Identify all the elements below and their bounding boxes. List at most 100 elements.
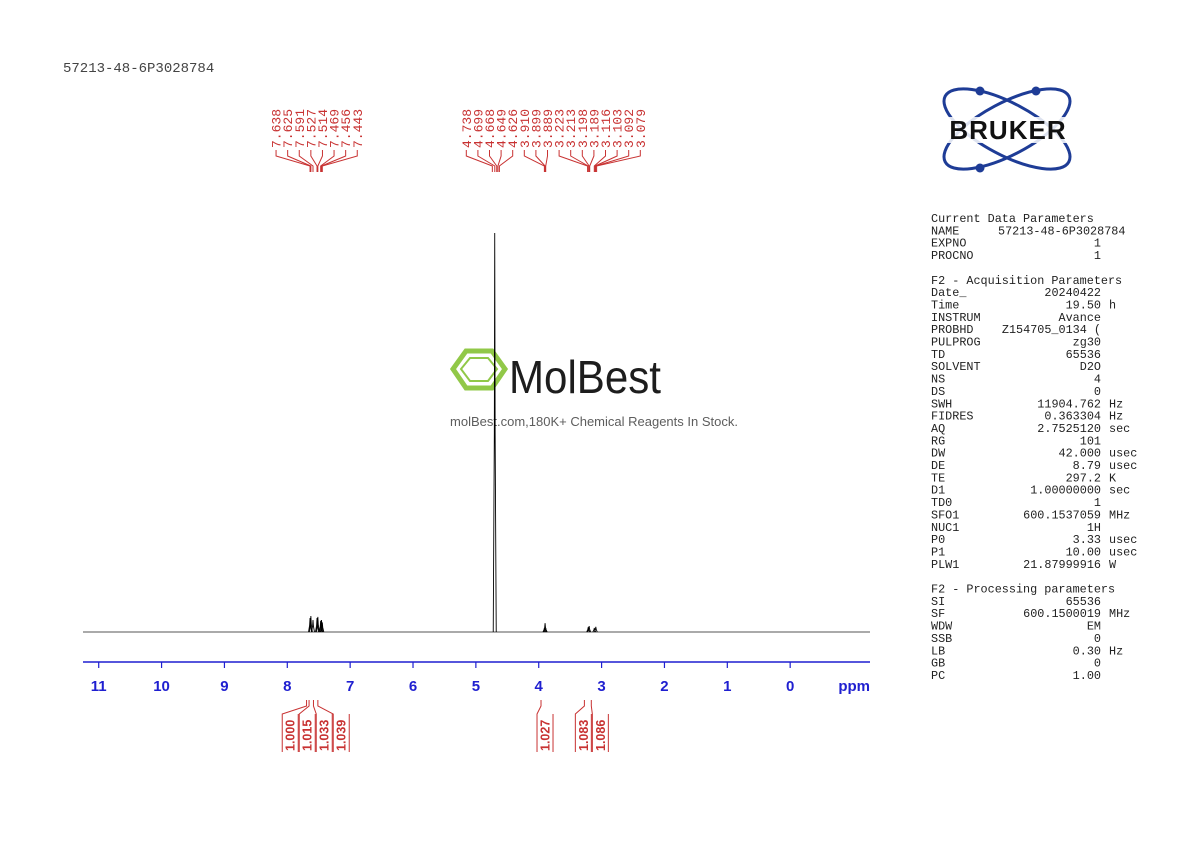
peak-connector bbox=[477, 150, 496, 172]
peak-connector bbox=[535, 150, 546, 172]
peak-label: 3.116 bbox=[599, 109, 614, 148]
watermark-hexagon bbox=[449, 348, 509, 391]
parameter-value: 21.87999916 bbox=[1023, 558, 1101, 572]
parameter-unit: W bbox=[1109, 558, 1117, 572]
integral-connector bbox=[298, 700, 310, 752]
x-tick-label: 2 bbox=[660, 678, 668, 695]
peak-label: 7.591 bbox=[293, 109, 308, 148]
peak-label: 3.889 bbox=[541, 109, 556, 148]
x-tick-label: 5 bbox=[472, 678, 480, 695]
parameter-name: SOLVENT bbox=[931, 360, 981, 374]
parameter-name: PC bbox=[931, 669, 945, 683]
parameter-name: Date_ bbox=[931, 286, 967, 300]
x-tick-label: 10 bbox=[153, 678, 170, 695]
logo-text: BRUKER bbox=[949, 115, 1066, 145]
x-tick-label: 8 bbox=[283, 678, 291, 695]
peak bbox=[315, 618, 319, 633]
peak-connector bbox=[595, 150, 630, 172]
parameter-name: LB bbox=[931, 644, 945, 658]
parameter-section-title: Current Data Parameters bbox=[931, 212, 1094, 226]
parameter-unit: Hz bbox=[1109, 644, 1123, 658]
x-tick-label: 9 bbox=[220, 678, 228, 695]
integral-connector bbox=[281, 700, 308, 752]
parameter-value: 10.00 bbox=[1066, 545, 1101, 559]
peak-label: 4.699 bbox=[471, 109, 486, 148]
peak-label: 3.213 bbox=[564, 109, 579, 148]
peak-connector bbox=[320, 150, 347, 172]
parameter-value: 600.1537059 bbox=[1023, 508, 1101, 522]
parameter-value: Avance bbox=[1059, 311, 1101, 325]
peak-label: 4.626 bbox=[506, 109, 521, 148]
parameter-value: 20240422 bbox=[1044, 286, 1101, 300]
parameter-name: DE bbox=[931, 459, 945, 473]
parameter-value: 101 bbox=[1080, 434, 1101, 448]
peak-label: 3.223 bbox=[553, 109, 568, 148]
integral-label: 1.083 bbox=[577, 720, 591, 751]
logo-backdrop bbox=[924, 117, 1092, 143]
peak bbox=[587, 625, 592, 633]
logo-orbit bbox=[942, 87, 1072, 171]
parameter-name: TD0 bbox=[931, 496, 952, 510]
peak-label: 3.092 bbox=[622, 109, 637, 148]
parameter-name: NUC1 bbox=[931, 521, 959, 535]
peak-connector bbox=[498, 150, 514, 172]
parameter-unit: Hz bbox=[1109, 397, 1123, 411]
parameter-section-title: F2 - Acquisition Parameters bbox=[931, 274, 1122, 288]
peak-connector bbox=[523, 150, 545, 172]
integral-label: 1.015 bbox=[301, 720, 315, 751]
parameter-value: 42.000 bbox=[1059, 447, 1101, 461]
parameter-value: 8.79 bbox=[1073, 459, 1101, 473]
parameter-name: NS bbox=[931, 373, 945, 387]
parameter-name: P0 bbox=[931, 533, 945, 547]
parameter-value: 1 bbox=[1094, 496, 1101, 510]
peak-connector bbox=[570, 150, 589, 172]
chart-title: 57213-48-6P3028784 bbox=[63, 61, 214, 77]
peak-connector bbox=[465, 150, 493, 172]
x-axis-label: ppm bbox=[838, 678, 870, 695]
parameter-unit: h bbox=[1109, 298, 1116, 312]
peak-label: 7.638 bbox=[270, 109, 285, 148]
parameter-value: EM bbox=[1087, 620, 1101, 634]
peak-label: 7.527 bbox=[304, 109, 319, 148]
peak-connector bbox=[310, 150, 318, 172]
parameter-value: 4 bbox=[1094, 373, 1101, 387]
peak-connector bbox=[581, 150, 590, 172]
peak bbox=[586, 627, 591, 633]
parameter-name: PLW1 bbox=[931, 558, 959, 572]
parameter-name: SSB bbox=[931, 632, 952, 646]
peak-connector bbox=[589, 150, 595, 172]
x-tick-label: 7 bbox=[346, 678, 354, 695]
parameter-value: 1.00000000 bbox=[1030, 484, 1101, 498]
watermark: MolBest molBest.com,180K+ Chemical Reage… bbox=[449, 348, 738, 429]
watermark-name: MolBest bbox=[509, 351, 661, 403]
parameter-unit: usec bbox=[1109, 545, 1137, 559]
peak-connector bbox=[545, 150, 549, 172]
peak-label: 3.899 bbox=[529, 109, 544, 148]
parameter-value: 1.00 bbox=[1073, 669, 1101, 683]
peak bbox=[492, 232, 497, 633]
parameter-section-title: F2 - Processing parameters bbox=[931, 583, 1115, 597]
peak bbox=[593, 626, 598, 633]
parameter-value: 0 bbox=[1094, 657, 1101, 671]
parameter-unit: usec bbox=[1109, 459, 1137, 473]
peak-connector bbox=[497, 150, 502, 172]
peak bbox=[320, 622, 325, 633]
parameter-name: INSTRUM bbox=[931, 311, 981, 325]
peak bbox=[543, 627, 548, 633]
integral-label: 1.027 bbox=[539, 720, 553, 751]
parameter-value: Z154705_0134 ( bbox=[1002, 323, 1101, 337]
logo-dot bbox=[1031, 86, 1041, 96]
parameter-value: 0.363304 bbox=[1044, 410, 1101, 424]
x-tick-label: 6 bbox=[409, 678, 417, 695]
peak-label: 7.514 bbox=[316, 109, 331, 148]
parameter-name: P1 bbox=[931, 545, 945, 559]
parameter-value: 11904.762 bbox=[1037, 397, 1101, 411]
parameter-value: 65536 bbox=[1066, 348, 1101, 362]
parameter-name: PROBHD bbox=[931, 323, 973, 337]
parameter-unit: sec bbox=[1109, 422, 1130, 436]
parameter-value: 57213-48-6P3028784 bbox=[998, 224, 1125, 238]
parameter-value: 65536 bbox=[1066, 595, 1101, 609]
parameter-value: 0 bbox=[1094, 632, 1101, 646]
